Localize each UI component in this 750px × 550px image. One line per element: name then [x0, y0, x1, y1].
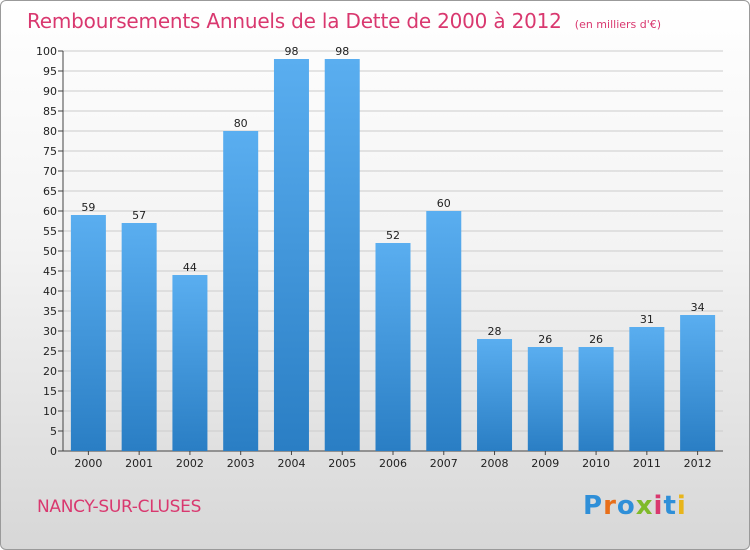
value-label-2011: 31 — [640, 313, 654, 326]
value-label-2003: 80 — [234, 117, 248, 130]
chart-subtitle: (en milliers d'€) — [574, 18, 662, 31]
value-label-2005: 98 — [335, 45, 349, 58]
x-tick-label-2006: 2006 — [379, 457, 407, 470]
proxiti-logo: Proxiti — [583, 491, 687, 521]
value-label-2004: 98 — [284, 45, 298, 58]
value-label-2001: 57 — [132, 209, 146, 222]
y-tick-label: 25 — [43, 345, 57, 358]
bar-2000 — [70, 215, 106, 451]
logo-letter: t — [663, 491, 677, 521]
y-axis-tick-labels: 0 5 10 15 20 25 30 35 40 45 50 55 60 65 70 75 80 85 90 95 10… — [36, 45, 57, 458]
x-tick-label-2012: 2012 — [684, 457, 712, 470]
value-label-2010: 26 — [589, 333, 603, 346]
x-tick-label-2001: 2001 — [125, 457, 153, 470]
y-tick-label: 95 — [43, 65, 57, 78]
logo-letter: o — [616, 491, 636, 521]
bar-2008 — [477, 339, 513, 451]
y-tick-label: 65 — [43, 185, 57, 198]
y-tick-label: 75 — [43, 145, 57, 158]
logo-letter: x — [635, 491, 654, 521]
y-tick-label: 30 — [43, 325, 57, 338]
value-label-2007: 60 — [437, 197, 451, 210]
y-tick-label: 50 — [43, 245, 57, 258]
bar-2005 — [324, 59, 360, 451]
y-tick-label: 35 — [43, 305, 57, 318]
x-tick-label-2010: 2010 — [582, 457, 610, 470]
bar-2001 — [121, 223, 157, 451]
bar-2003 — [223, 131, 259, 451]
value-labels: 59 57 44 80 98 98 52 60 28 26 26 31 34 — [81, 45, 704, 346]
y-tick-label: 0 — [50, 445, 57, 458]
bar-2004 — [273, 59, 309, 451]
y-tick-label: 80 — [43, 125, 57, 138]
bar-chart: 0 5 10 15 20 25 30 35 40 45 50 55 60 65 70 75 80 85 90 95 10… — [36, 45, 723, 470]
bar-2009 — [527, 347, 563, 451]
commune-name: NANCY-SUR-CLUSES — [37, 497, 202, 517]
y-tick-label: 70 — [43, 165, 57, 178]
x-tick-label-2000: 2000 — [74, 457, 102, 470]
value-label-2000: 59 — [81, 201, 95, 214]
value-label-2008: 28 — [488, 325, 502, 338]
x-tick-label-2003: 2003 — [227, 457, 255, 470]
chart-title: Remboursements Annuels de la Dette de 20… — [27, 9, 562, 33]
value-label-2006: 52 — [386, 229, 400, 242]
x-axis-tick-labels: 2000 2001 2002 2003 2004 2005 2006 2007 2008 2009… — [74, 451, 712, 470]
x-tick-label-2011: 2011 — [633, 457, 661, 470]
bar-2011 — [629, 327, 665, 451]
title-row: Remboursements Annuels de la Dette de 20… — [27, 9, 661, 33]
y-tick-label: 45 — [43, 265, 57, 278]
bar-2012 — [680, 315, 716, 451]
x-tick-label-2009: 2009 — [531, 457, 559, 470]
logo-letter: i — [653, 491, 664, 521]
y-tick-label: 90 — [43, 85, 57, 98]
bar-2006 — [375, 243, 411, 451]
y-tick-label: 5 — [50, 425, 57, 438]
logo-letter: i — [676, 491, 687, 521]
x-tick-label-2007: 2007 — [430, 457, 458, 470]
y-tick-label: 15 — [43, 385, 57, 398]
logo-letter: r — [603, 491, 617, 521]
bar-2007 — [426, 211, 462, 451]
y-tick-label: 10 — [43, 405, 57, 418]
value-label-2002: 44 — [183, 261, 197, 274]
y-tick-label: 100 — [36, 45, 57, 58]
x-tick-label-2004: 2004 — [277, 457, 305, 470]
value-label-2012: 34 — [691, 301, 705, 314]
bar-2010 — [578, 347, 614, 451]
logo-letter: P — [583, 491, 604, 521]
x-tick-label-2002: 2002 — [176, 457, 204, 470]
y-tick-label: 60 — [43, 205, 57, 218]
bars — [70, 59, 716, 451]
y-tick-label: 55 — [43, 225, 57, 238]
y-tick-label: 20 — [43, 365, 57, 378]
bar-2002 — [172, 275, 208, 451]
y-tick-label: 40 — [43, 285, 57, 298]
x-tick-label-2005: 2005 — [328, 457, 356, 470]
value-label-2009: 26 — [538, 333, 552, 346]
y-tick-label: 85 — [43, 105, 57, 118]
x-tick-label-2008: 2008 — [481, 457, 509, 470]
